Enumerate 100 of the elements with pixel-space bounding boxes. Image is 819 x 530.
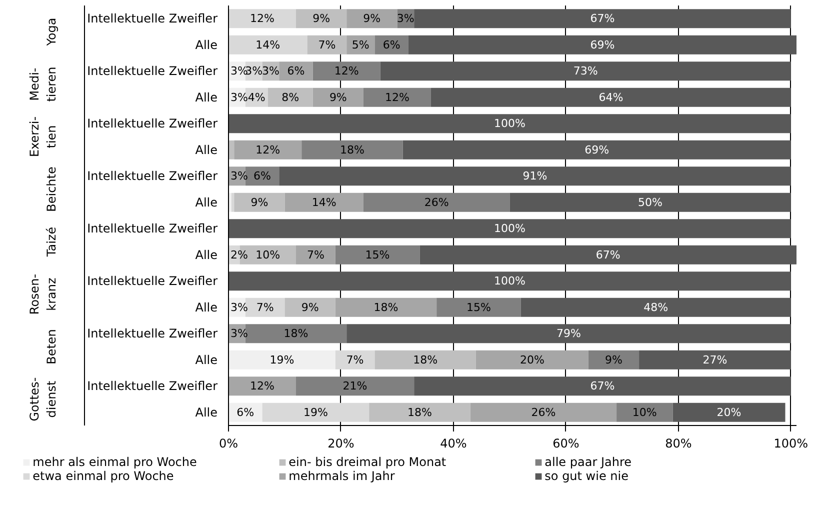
bar [369, 402, 470, 422]
data-label: 19% [303, 406, 328, 419]
bar [268, 88, 313, 107]
bar [228, 9, 296, 28]
data-label: 67% [596, 248, 620, 262]
x-tick-label: 60% [552, 436, 580, 450]
bar [380, 62, 791, 81]
data-label: 48% [644, 300, 668, 314]
bar [296, 376, 414, 396]
data-label: 67% [590, 12, 615, 26]
text: Beichte [44, 166, 58, 212]
data-label: 14% [312, 196, 336, 209]
data-label: 9% [605, 353, 622, 366]
data-label: 3% [230, 64, 248, 78]
bar [234, 140, 302, 160]
bar [588, 350, 640, 370]
data-label: 18% [340, 143, 364, 156]
bar [420, 245, 796, 264]
data-label: 18% [413, 353, 438, 366]
data-label: 3% [230, 90, 248, 104]
bar [312, 88, 364, 107]
text: Beten [44, 329, 58, 364]
data-label: 6% [382, 38, 400, 52]
data-label: 9% [250, 196, 268, 209]
data-label: 10% [256, 248, 280, 262]
bar [228, 35, 308, 54]
data-label: 10% [632, 406, 657, 419]
data-label: 2% [230, 248, 248, 262]
y-tick-label: Intellektuelle Zweifler [87, 326, 218, 341]
data-label: 4% [248, 90, 266, 104]
y-tick-label: Intellektuelle Zweifler [87, 379, 218, 394]
bar [262, 402, 370, 422]
bar [346, 324, 791, 344]
data-label: 9% [329, 90, 347, 104]
text: Rosen- kranz [28, 274, 58, 315]
bar [639, 350, 791, 370]
bar [284, 192, 364, 212]
legend-label: mehr als einmal pro Woche [32, 455, 198, 469]
bar [228, 219, 791, 238]
x-tick-label: 100% [774, 436, 808, 450]
y-tick-label: Intellektuelle Zweifler [87, 12, 218, 26]
text: Exerzi- tien [28, 116, 58, 158]
bar [430, 88, 791, 107]
bar [228, 114, 791, 134]
bar [234, 192, 285, 212]
bar [510, 192, 791, 212]
data-label: 6% [236, 406, 254, 419]
legend-label: etwa einmal pro Woche [32, 469, 175, 483]
y-tick-label: Alle [195, 195, 218, 210]
bar [228, 272, 791, 291]
data-label: 3% [230, 170, 248, 183]
data-label: 12% [256, 143, 280, 156]
data-label: 79% [556, 327, 581, 340]
bar [296, 245, 336, 264]
data-label: 14% [256, 38, 280, 52]
data-label: 64% [598, 90, 624, 104]
data-label: 3% [262, 64, 280, 78]
data-label: 3% [245, 64, 263, 78]
data-label: 12% [250, 12, 274, 26]
data-label: 15% [365, 248, 390, 262]
x-tick-label: 40% [440, 436, 467, 450]
data-label: 18% [284, 327, 308, 340]
bar [616, 402, 673, 422]
data-label: 3% [230, 300, 248, 314]
legend-label: so gut wie nie [544, 469, 630, 483]
y-tick-label: Alle [195, 38, 218, 52]
y-tick-label: Intellektuelle Zweifler [87, 169, 218, 184]
y-tick-label: Alle [195, 352, 218, 367]
data-label: 100% [494, 274, 526, 288]
data-label: 20% [716, 406, 742, 419]
bar [363, 88, 431, 107]
bar [402, 140, 791, 160]
text: Taizé [44, 226, 58, 258]
bar [284, 298, 336, 317]
data-label: 50% [638, 196, 663, 209]
y-tick-label: Alle [195, 300, 218, 314]
bar [296, 9, 347, 28]
data-label: 67% [590, 380, 615, 393]
data-label: 18% [374, 300, 398, 314]
y-tick-label: Intellektuelle Zweifler [87, 222, 218, 236]
data-label: 7% [318, 38, 336, 52]
data-label: 12% [250, 380, 274, 393]
data-label: 100% [494, 222, 526, 236]
x-tick-label: 0% [218, 436, 238, 450]
data-label: 91% [522, 170, 548, 183]
bar [228, 376, 296, 396]
bar [302, 140, 403, 160]
bar [335, 350, 375, 370]
y-tick-label: Alle [195, 90, 218, 104]
y-tick-label: Intellektuelle Zweifler [87, 274, 218, 288]
bar [279, 166, 791, 186]
bar [436, 298, 521, 317]
text: Yoga [44, 18, 58, 47]
data-label: 12% [334, 64, 359, 78]
y-tick-label: Alle [195, 142, 218, 157]
bar [335, 245, 420, 264]
y-tick-label: Alle [195, 248, 218, 262]
data-label: 3% [230, 327, 248, 340]
bar [476, 350, 588, 370]
bar [374, 350, 476, 370]
